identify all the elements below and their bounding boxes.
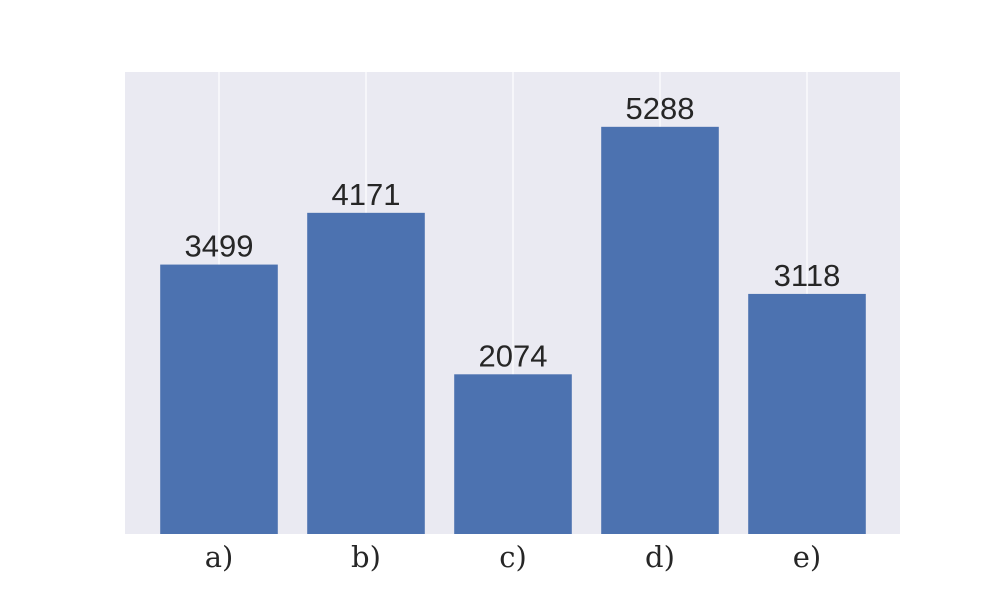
value-labels: 3499 4171 2074 5288 3118 bbox=[185, 91, 841, 373]
bar-2 bbox=[454, 374, 572, 534]
bars bbox=[160, 126, 866, 534]
bar-4 bbox=[748, 293, 866, 534]
bar-0 bbox=[160, 264, 278, 534]
value-label-2: 2074 bbox=[479, 338, 548, 373]
value-label-0: 3499 bbox=[185, 229, 254, 264]
x-tick-labels: a) b) c) d) e) bbox=[205, 540, 822, 574]
bar-3 bbox=[601, 126, 719, 534]
bar-1 bbox=[307, 212, 425, 534]
tick-label-3: d) bbox=[645, 540, 675, 574]
value-label-1: 4171 bbox=[332, 177, 401, 212]
tick-label-0: a) bbox=[205, 540, 234, 574]
tick-label-2: c) bbox=[499, 540, 527, 574]
value-label-3: 5288 bbox=[626, 91, 695, 126]
value-label-4: 3118 bbox=[774, 258, 841, 293]
tick-label-4: e) bbox=[793, 540, 821, 574]
tick-label-1: b) bbox=[351, 540, 381, 574]
